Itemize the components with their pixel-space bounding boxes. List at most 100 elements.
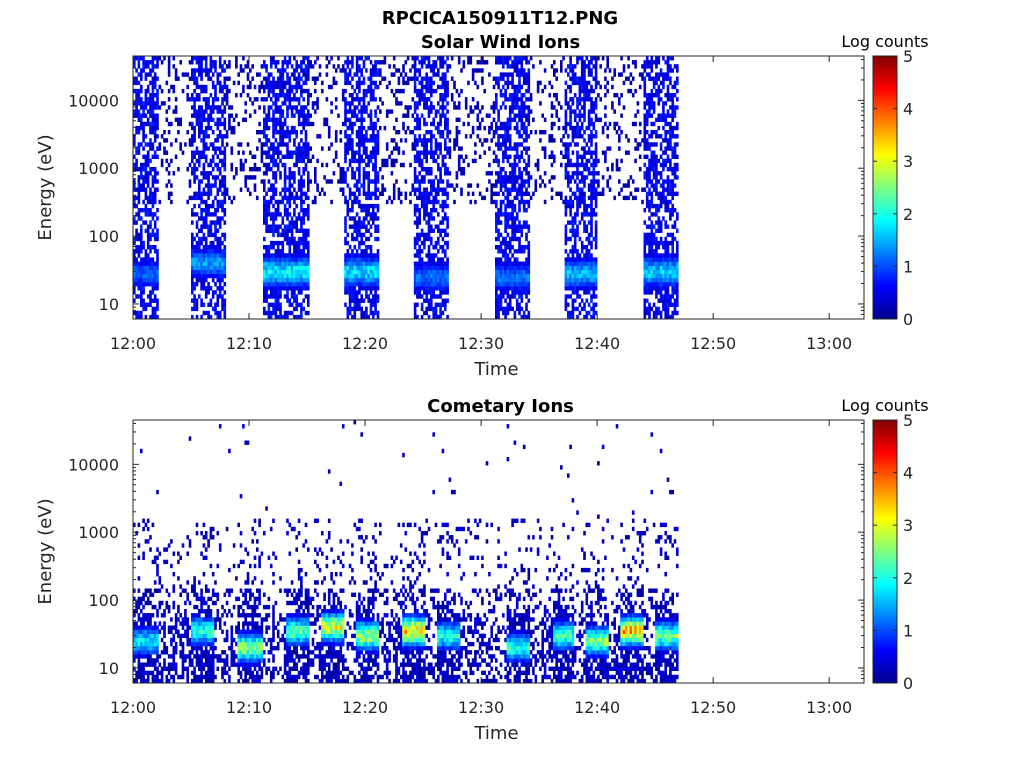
spectrogram-cell xyxy=(573,269,577,275)
spectrogram-cell xyxy=(211,257,215,262)
spectrogram-cell xyxy=(432,179,435,184)
spectrogram-cell xyxy=(488,171,491,176)
spectrogram-cell xyxy=(223,306,227,312)
spectrogram-cell xyxy=(300,68,303,73)
spectrogram-cell xyxy=(274,314,278,320)
spectrogram-cell xyxy=(195,56,199,61)
spectrogram-cell xyxy=(369,68,373,73)
spectrogram-cell xyxy=(425,232,428,238)
spectrogram-cell xyxy=(399,88,403,94)
spectrogram-cell xyxy=(372,130,375,135)
spectrogram-cell xyxy=(527,269,531,275)
spectrogram-cell xyxy=(346,142,350,147)
spectrogram-cell xyxy=(432,117,435,122)
spectrogram-cell xyxy=(434,187,438,192)
spectrogram-cell xyxy=(432,273,435,279)
spectrogram-cell xyxy=(409,162,412,168)
spectrogram-cell xyxy=(508,298,512,303)
spectrogram-cell xyxy=(156,56,159,61)
spectrogram-cell xyxy=(430,306,433,312)
spectrogram-cell xyxy=(453,105,456,110)
spectrogram-cell xyxy=(153,314,157,320)
spectrogram-cell xyxy=(355,273,359,279)
spectrogram-cell xyxy=(353,310,357,316)
spectrogram-cell xyxy=(504,142,507,147)
spectrogram-cell xyxy=(151,273,155,279)
spectrogram-cell xyxy=(488,72,491,77)
spectrogram-cell xyxy=(344,171,347,176)
spectrogram-cell xyxy=(258,72,261,77)
spectrogram-cell xyxy=(418,261,421,266)
spectrogram-cell xyxy=(506,302,510,307)
spectrogram-cell xyxy=(300,183,303,188)
spectrogram-cell xyxy=(202,138,206,143)
spectrogram-cell xyxy=(202,97,206,102)
spectrogram-cell xyxy=(495,60,498,65)
spectrogram-cell xyxy=(444,105,447,110)
spectrogram-cell xyxy=(297,273,301,279)
spectrogram-cell xyxy=(348,298,352,303)
spectrogram-cell xyxy=(430,183,433,188)
spectrogram-cell xyxy=(149,199,152,205)
spectrogram-cell xyxy=(156,277,159,283)
spectrogram-cell xyxy=(283,203,287,209)
spectrogram-cell xyxy=(200,195,203,201)
spectrogram-cell xyxy=(416,286,419,291)
spectrogram-cell xyxy=(362,158,366,164)
spectrogram-cell xyxy=(151,76,155,81)
spectrogram-cell xyxy=(346,277,350,283)
spectrogram-cell xyxy=(351,203,354,209)
spectrogram-cell xyxy=(511,60,514,65)
spectrogram-cell xyxy=(420,249,424,254)
spectrogram-cell xyxy=(179,117,182,122)
spectrogram-cell xyxy=(585,158,589,164)
spectrogram-cell xyxy=(288,60,292,65)
spectrogram-cell xyxy=(204,277,208,283)
spectrogram-cell xyxy=(193,179,196,184)
spectrogram-cell xyxy=(508,261,512,266)
spectrogram-cell xyxy=(569,249,572,254)
spectrogram-cell xyxy=(267,314,271,320)
spectrogram-cell xyxy=(571,64,575,69)
spectrogram-cell xyxy=(513,273,517,279)
spectrogram-cell xyxy=(432,257,435,262)
spectrogram-cell xyxy=(418,195,421,201)
spectrogram-cell xyxy=(437,294,440,299)
spectrogram-cell xyxy=(520,265,524,270)
spectrogram-cell xyxy=(513,277,517,283)
spectrogram-cell xyxy=(513,261,517,266)
spectrogram-cell xyxy=(590,203,593,209)
spectrogram-cell xyxy=(200,228,203,233)
spectrogram-cell xyxy=(513,142,517,147)
spectrogram-cell xyxy=(153,84,157,90)
spectrogram-cell xyxy=(504,203,507,209)
spectrogram-cell xyxy=(527,88,531,94)
spectrogram-cell xyxy=(267,109,271,114)
spectrogram-cell xyxy=(330,84,333,90)
spectrogram-cell xyxy=(344,199,347,205)
spectrogram-cell xyxy=(353,121,357,127)
spectrogram-cell xyxy=(365,310,368,316)
spectrogram-cell xyxy=(372,138,375,143)
spectrogram-cell xyxy=(441,265,445,270)
spectrogram-cell xyxy=(216,269,220,275)
spectrogram-cell xyxy=(476,134,480,139)
spectrogram-cell xyxy=(293,195,296,201)
spectrogram-cell xyxy=(211,158,215,164)
spectrogram-cell xyxy=(200,314,203,320)
spectrogram-cell xyxy=(583,76,586,81)
spectrogram-cell xyxy=(133,273,136,279)
spectrogram-cell xyxy=(583,162,586,168)
spectrogram-cell xyxy=(137,175,141,180)
spectrogram-cell xyxy=(160,158,164,164)
spectrogram-cell xyxy=(374,134,377,139)
spectrogram-cell xyxy=(146,236,150,242)
spectrogram-cell xyxy=(583,273,586,279)
spectrogram-cell xyxy=(221,203,224,209)
spectrogram-cell xyxy=(167,162,171,168)
spectrogram-cell xyxy=(439,228,442,233)
spectrogram-cell xyxy=(367,88,370,94)
spectrogram-cell xyxy=(376,150,380,155)
spectrogram-cell xyxy=(453,138,456,143)
spectrogram-cell xyxy=(144,314,148,320)
